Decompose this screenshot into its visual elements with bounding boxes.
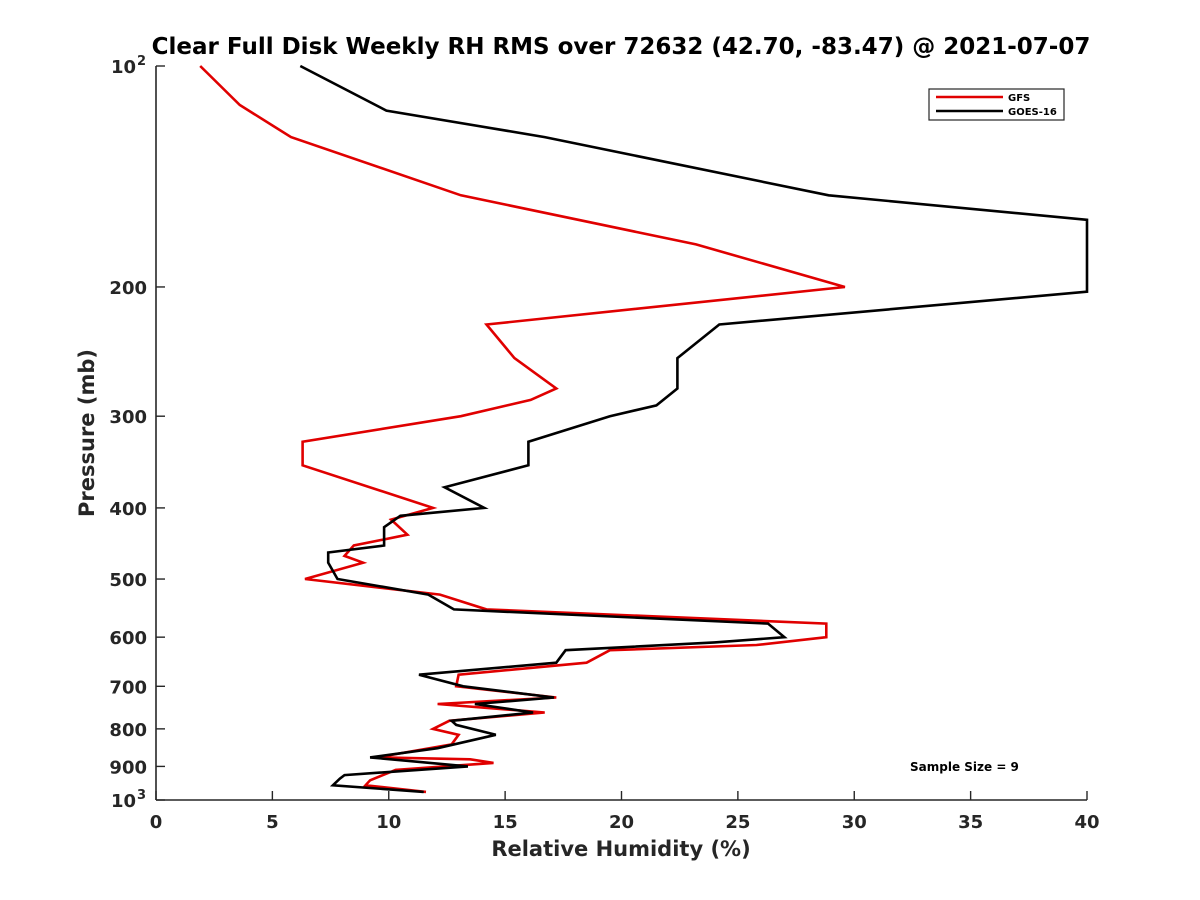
legend: GFS GOES-16 bbox=[928, 88, 1065, 121]
x-tick-label: 20 bbox=[609, 812, 634, 833]
y-tick-label: 300 bbox=[109, 407, 147, 428]
x-tick-label: 15 bbox=[493, 812, 518, 833]
x-tick-label: 0 bbox=[150, 812, 163, 833]
y-tick-label: 400 bbox=[109, 499, 147, 520]
x-tick-label: 5 bbox=[266, 812, 279, 833]
y-tick-label: 600 bbox=[109, 628, 147, 649]
x-axis-ticks: 0 5 10 15 20 25 30 35 40 bbox=[150, 791, 1100, 833]
y-tick-label: 800 bbox=[109, 720, 147, 741]
legend-box bbox=[928, 88, 1065, 121]
x-tick-label: 35 bbox=[958, 812, 983, 833]
x-axis-label: Relative Humidity (%) bbox=[491, 837, 750, 861]
series-line-gfs bbox=[199, 65, 846, 794]
y-tick-label: 900 bbox=[109, 757, 147, 778]
chart-title: Clear Full Disk Weekly RH RMS over 72632… bbox=[152, 34, 1091, 60]
y-tick-exponent: 2 bbox=[137, 54, 146, 69]
x-tick-label: 10 bbox=[376, 812, 401, 833]
y-tick-label: 200 bbox=[109, 278, 147, 299]
y-tick-exponent: 3 bbox=[137, 788, 146, 803]
x-tick-label: 40 bbox=[1074, 812, 1099, 833]
y-tick-label: 10 bbox=[111, 791, 136, 812]
y-tick-label: 500 bbox=[109, 570, 147, 591]
y-axis-label: Pressure (mb) bbox=[75, 349, 99, 517]
y-tick-label: 10 bbox=[111, 57, 136, 78]
legend-label-gfs: GFS bbox=[1008, 93, 1030, 104]
x-tick-label: 25 bbox=[725, 812, 750, 833]
y-tick-label: 700 bbox=[109, 677, 147, 698]
x-tick-label: 30 bbox=[842, 812, 867, 833]
series-layer bbox=[199, 64, 1089, 794]
legend-label-goes16: GOES-16 bbox=[1008, 107, 1057, 118]
sample-size-annotation: Sample Size = 9 bbox=[910, 760, 1019, 774]
series-line-goes16 bbox=[299, 64, 1089, 794]
